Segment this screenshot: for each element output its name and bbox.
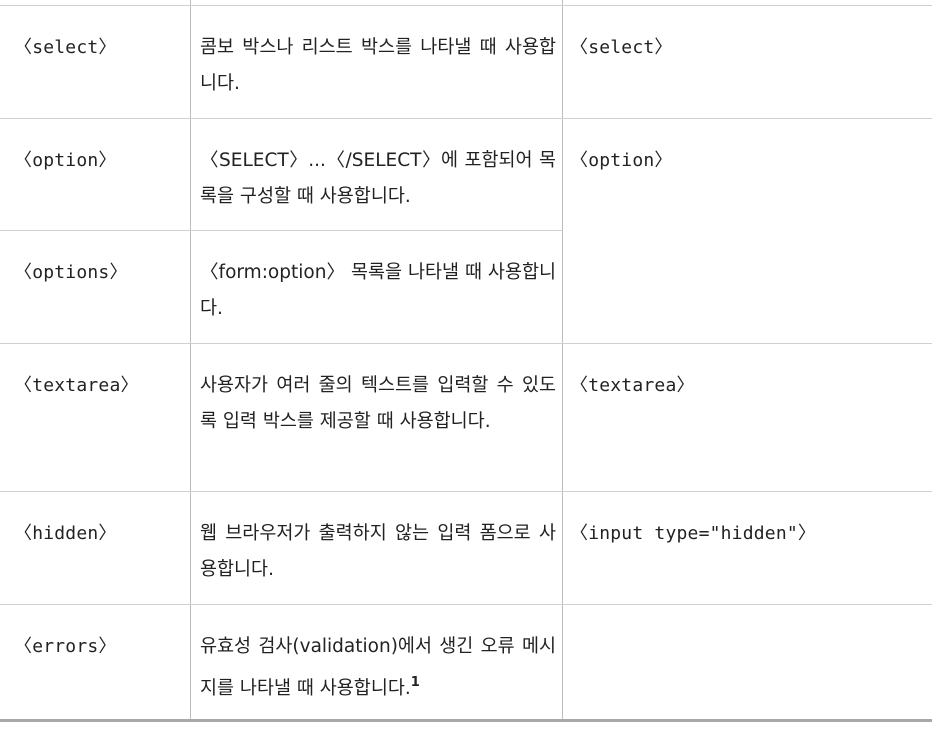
column-divider	[190, 0, 191, 722]
row-divider	[0, 343, 932, 344]
row-divider	[0, 5, 932, 6]
row-divider	[0, 604, 932, 605]
html-equivalent: 〈input type="hidden"〉	[570, 523, 817, 544]
tag-name: 〈select〉	[14, 37, 117, 58]
tag-name: 〈errors〉	[14, 636, 117, 657]
row-divider	[0, 118, 932, 119]
tag-description: 유효성 검사(validation)에서 생긴 오류 메시지를 나타낼 때 사용…	[200, 629, 556, 707]
html-equivalent: 〈option〉	[570, 150, 673, 171]
tag-description: 콤보 박스나 리스트 박스를 나타낼 때 사용합니다.	[200, 37, 556, 94]
tag-description: 웹 브라우저가 출력하지 않는 입력 폼으로 사용합니다.	[200, 523, 556, 580]
tag-name: 〈textarea〉	[14, 375, 139, 396]
row-divider	[0, 230, 562, 231]
tag-description: 〈SELECT〉...〈/SELECT〉에 포함되어 목록을 구성할 때 사용합…	[200, 150, 556, 207]
html-equivalent: 〈select〉	[570, 37, 673, 58]
tag-name: 〈options〉	[14, 262, 128, 283]
tag-description: 사용자가 여러 줄의 텍스트를 입력할 수 있도록 입력 박스를 제공할 때 사…	[200, 375, 556, 432]
footnote-marker[interactable]: 1	[410, 675, 420, 690]
table-bottom-border	[0, 719, 932, 722]
tag-name: 〈hidden〉	[14, 523, 117, 544]
tag-name: 〈option〉	[14, 150, 117, 171]
column-divider	[562, 0, 563, 722]
tag-description-text: 유효성 검사(validation)에서 생긴 오류 메시지를 나타낼 때 사용…	[200, 636, 556, 699]
tag-description: 〈form:option〉 목록을 나타낼 때 사용합니다.	[200, 262, 556, 319]
row-divider	[0, 491, 932, 492]
html-equivalent: 〈textarea〉	[570, 375, 695, 396]
